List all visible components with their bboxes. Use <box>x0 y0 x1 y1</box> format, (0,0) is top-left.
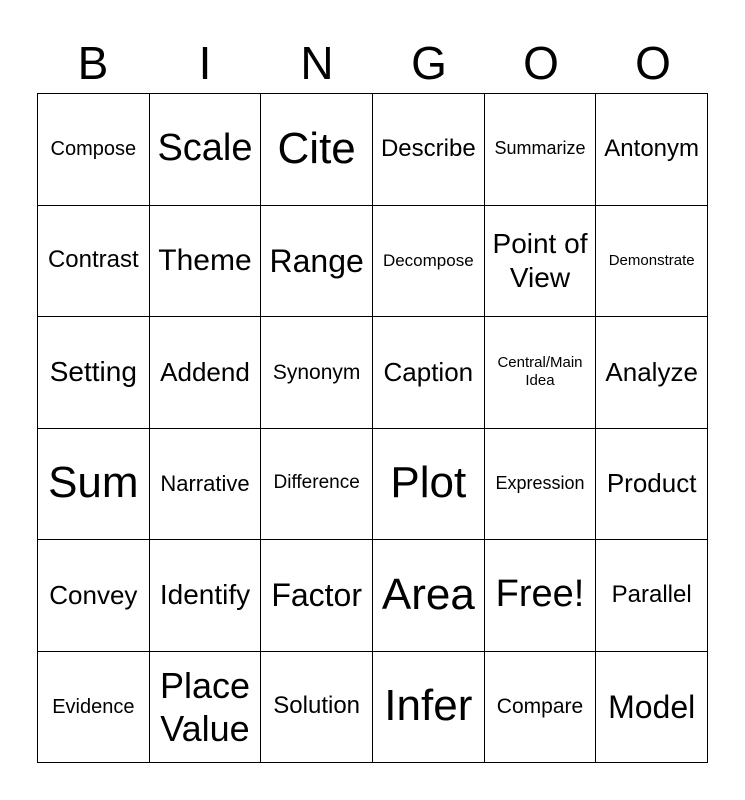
bingo-cell[interactable]: Addend <box>149 317 262 429</box>
bingo-cell[interactable]: Difference <box>261 428 373 540</box>
bingo-cell[interactable]: Decompose <box>372 205 485 317</box>
bingo-cell[interactable]: Theme <box>149 205 262 317</box>
bingo-cell[interactable]: Convey <box>38 540 150 652</box>
header-letter: O <box>523 37 559 89</box>
bingo-cell[interactable]: Scale <box>149 94 262 206</box>
bingo-cell[interactable]: Sum <box>38 428 150 540</box>
bingo-cell[interactable]: Antonym <box>596 94 708 206</box>
header-letter: I <box>198 37 212 89</box>
bingo-cell[interactable]: Free! <box>484 540 597 652</box>
header-letter: N <box>300 37 334 89</box>
bingo-cell[interactable]: Compare <box>484 651 597 763</box>
header-letter: O <box>635 37 671 89</box>
bingo-cell[interactable]: Evidence <box>38 651 150 763</box>
bingo-cell[interactable]: Parallel <box>596 540 708 652</box>
bingo-cell[interactable]: Summarize <box>484 94 597 206</box>
bingo-cell[interactable]: Plot <box>372 428 485 540</box>
bingo-cell[interactable]: Setting <box>38 317 150 429</box>
bingo-cell[interactable]: Identify <box>149 540 262 652</box>
bingo-cell[interactable]: Product <box>596 428 708 540</box>
bingo-cell[interactable]: Contrast <box>38 205 150 317</box>
bingo-cell[interactable]: Caption <box>372 317 485 429</box>
bingo-cell[interactable]: Point of View <box>484 205 597 317</box>
bingo-cell[interactable]: Compose <box>38 94 150 206</box>
bingo-cell[interactable]: Narrative <box>149 428 262 540</box>
bingo-cell[interactable]: Model <box>596 651 708 763</box>
bingo-cell[interactable]: Central/Main Idea <box>484 317 597 429</box>
bingo-cell[interactable]: Cite <box>261 94 373 206</box>
bingo-cell[interactable]: Describe <box>372 94 485 206</box>
bingo-cell[interactable]: Range <box>261 205 373 317</box>
bingo-cell[interactable]: Synonym <box>261 317 373 429</box>
bingo-cell[interactable]: Factor <box>261 540 373 652</box>
bingo-cell[interactable]: Place Value <box>149 651 262 763</box>
header-letter: B <box>77 37 109 89</box>
bingo-cell[interactable]: Demonstrate <box>596 205 708 317</box>
bingo-cell[interactable]: Infer <box>372 651 485 763</box>
bingo-card-grid: Compose Scale Cite Describe Summarize Antonym… <box>37 93 708 763</box>
bingo-cell[interactable]: Solution <box>261 651 373 763</box>
bingo-cell[interactable]: Analyze <box>596 317 708 429</box>
bingo-cell[interactable]: Expression <box>484 428 597 540</box>
header-letter: G <box>411 37 447 89</box>
bingo-cell[interactable]: Area <box>372 540 485 652</box>
